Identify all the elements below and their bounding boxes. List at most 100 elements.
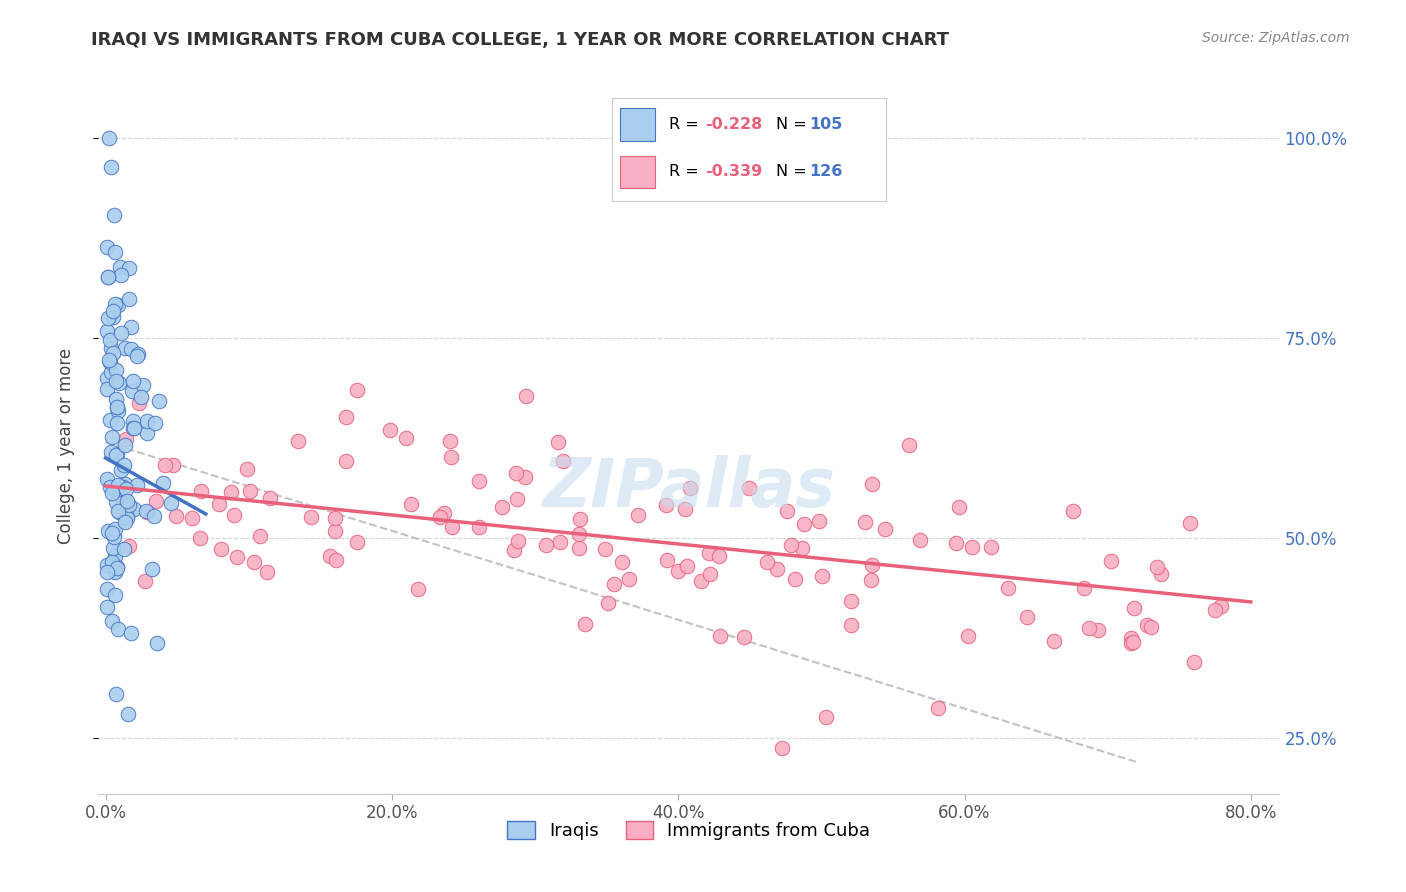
Point [128,396,150,410]
Point [105,363,128,377]
Point [135,506,157,520]
Point [122,502,145,516]
Point [666,564,689,578]
Point [103,541,125,555]
Point [841,617,863,632]
Point [181,510,204,524]
Point [553,454,575,468]
Point [506,534,529,549]
Point [299,510,322,524]
Point [439,450,461,465]
Point [709,629,731,643]
Point [468,474,491,488]
Point [127,349,149,363]
Point [120,343,142,357]
Text: N =: N = [776,164,813,179]
Point [395,431,418,445]
Point [145,494,167,508]
Point [1119,632,1142,646]
Point [785,572,807,586]
Point [325,553,347,567]
Point [239,483,262,498]
Point [792,541,814,556]
Point [142,509,165,524]
Point [325,510,347,524]
Point [153,458,176,472]
Point [513,470,536,484]
Point [811,569,834,583]
Point [114,477,136,491]
Text: -0.228: -0.228 [704,117,762,132]
Text: N =: N = [776,117,813,132]
Point [115,433,138,447]
Point [1140,619,1163,633]
Point [97,270,120,285]
Point [98,480,121,494]
Point [612,555,634,569]
Point [1178,516,1201,531]
Point [100,525,122,540]
Point [655,498,678,512]
Point [111,492,134,507]
Point [1123,601,1146,615]
Point [378,423,401,437]
Point [141,562,163,576]
Point [112,458,135,472]
Point [1015,610,1038,624]
Point [502,542,524,557]
Point [1062,504,1084,518]
Point [146,636,169,650]
Point [104,522,127,536]
Text: Source: ZipAtlas.com: Source: ZipAtlas.com [1202,31,1350,45]
Point [707,549,730,563]
Point [107,404,129,418]
Point [318,549,340,563]
Point [568,526,591,541]
Point [115,511,138,525]
Point [100,160,122,174]
Point [673,501,696,516]
Point [997,581,1019,595]
Legend: Iraqis, Immigrants from Cuba: Iraqis, Immigrants from Cuba [501,814,877,847]
Point [98,333,121,347]
Text: R =: R = [669,164,704,179]
Point [873,522,896,536]
Point [100,341,122,355]
Point [908,533,931,548]
Point [114,341,136,355]
Point [980,540,1002,554]
Point [98,413,121,427]
Point [134,574,156,588]
Point [122,421,145,435]
Point [108,376,131,391]
Point [100,445,122,459]
Point [547,434,569,449]
Point [429,510,451,524]
Point [101,430,124,444]
Point [1121,636,1143,650]
Point [124,421,146,435]
Point [108,260,131,274]
Point [117,493,139,508]
Point [898,438,921,452]
Point [101,486,124,500]
Point [98,355,121,369]
Point [766,562,789,576]
Point [505,466,527,480]
Point [127,347,149,361]
Point [120,319,142,334]
Point [399,497,422,511]
Point [534,538,557,552]
Point [105,400,128,414]
Point [148,393,170,408]
Point [1209,599,1232,613]
Point [105,495,128,509]
Point [104,566,127,580]
Point [121,384,143,398]
Point [103,530,125,544]
Point [107,503,129,517]
Point [243,555,266,569]
Point [962,541,984,555]
Text: ZIPallas: ZIPallas [543,455,835,521]
Point [603,576,626,591]
